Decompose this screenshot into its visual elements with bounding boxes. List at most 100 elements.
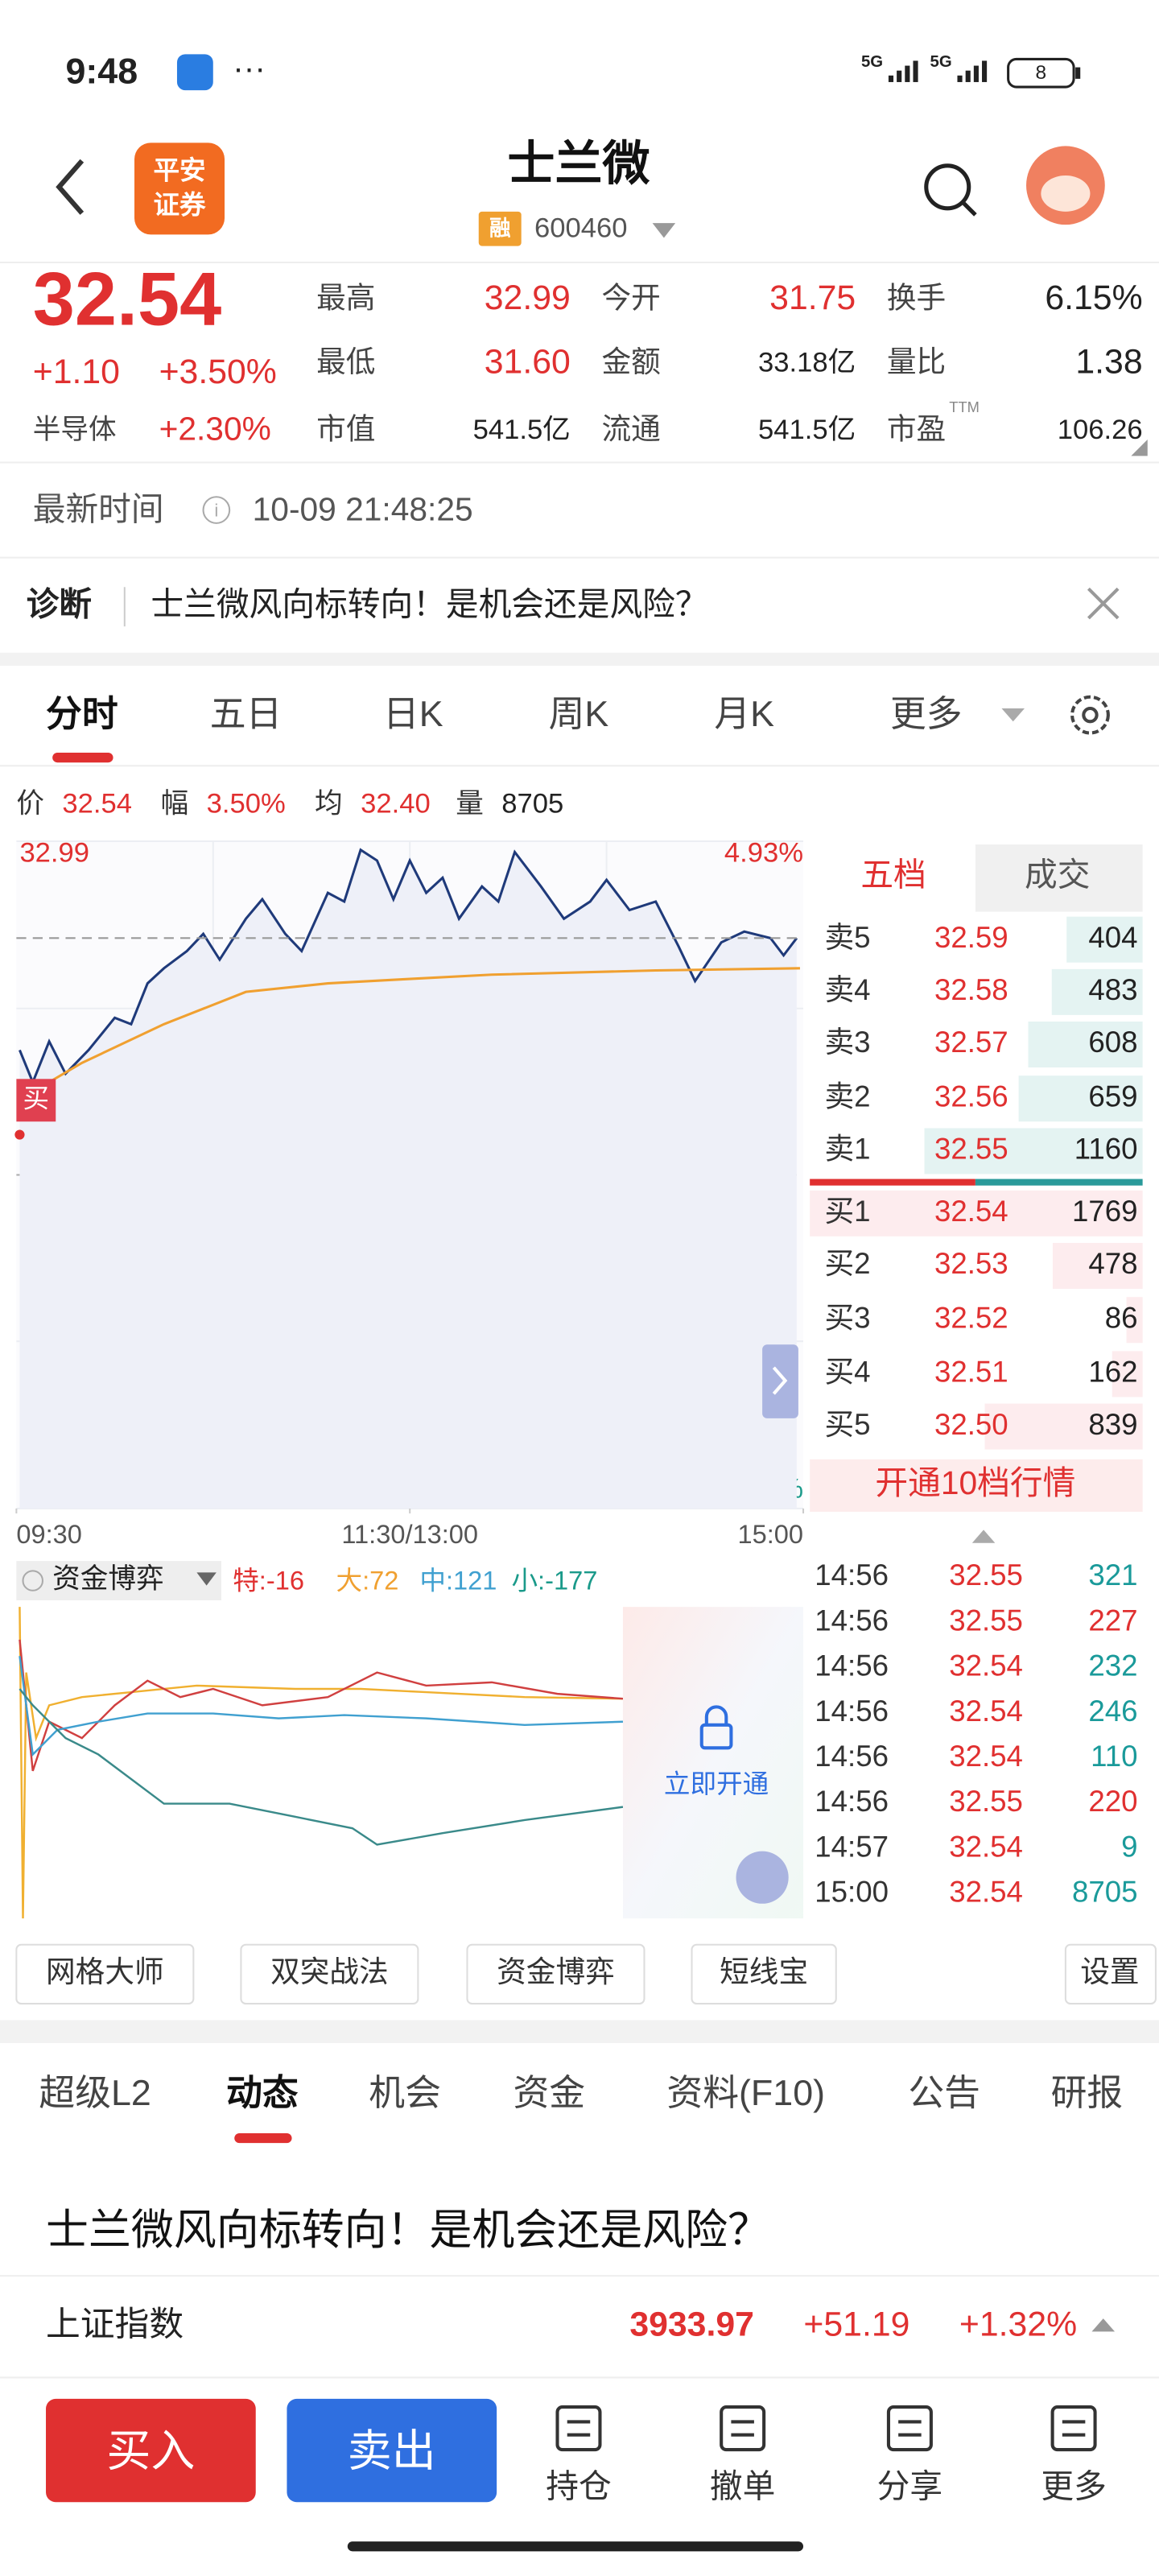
news-tab[interactable]: 机会 (369, 2073, 441, 2113)
news-tab[interactable]: 超级L2 (39, 2073, 151, 2113)
logo-text: 平安 (153, 156, 205, 185)
book-price: 32.55 (934, 1133, 1008, 1166)
book-volume: 483 (1088, 973, 1137, 1006)
price-area (19, 849, 797, 1509)
volume-bar (1051, 968, 1143, 1015)
volume-bar (984, 1403, 1143, 1450)
book-level: 买4 (824, 1356, 870, 1389)
trade-volume: 232 (1088, 1649, 1137, 1682)
status-time: 9:48 (65, 52, 138, 92)
news-tab[interactable]: 资金 (514, 2073, 586, 2113)
book-price: 32.50 (934, 1408, 1008, 1441)
close-button[interactable] (1087, 587, 1120, 620)
book-volume: 608 (1088, 1026, 1137, 1059)
stat-value: 32.99 (485, 279, 571, 317)
fund-item-value: -177 (545, 1566, 597, 1595)
action-label[interactable]: 撤单 (710, 2468, 775, 2505)
settings-gear-center (1082, 706, 1099, 724)
news-tab[interactable]: 研报 (1051, 2073, 1124, 2113)
info-label: 量 (456, 788, 484, 819)
article-title[interactable]: 士兰微风向标转向！是机会还是风险？ (46, 2207, 770, 2254)
action-label[interactable]: 持仓 (546, 2468, 611, 2505)
sector: 半导体 (33, 415, 117, 445)
chart-tab[interactable]: 五日 (210, 694, 283, 734)
info-value: 32.40 (361, 788, 431, 819)
logo-text: 证券 (153, 190, 206, 219)
action-label[interactable]: 分享 (877, 2468, 942, 2505)
info-value: 32.54 (62, 788, 132, 819)
stat-label: 市值 (316, 412, 375, 445)
signal-bar (897, 70, 902, 82)
stat-label: 最低 (316, 345, 375, 378)
tool-button[interactable] (691, 1943, 837, 2005)
tab-underline (52, 752, 113, 763)
stat-value: 541.5亿 (758, 415, 856, 445)
back-button[interactable] (56, 159, 85, 215)
book-price: 32.56 (934, 1080, 1008, 1113)
info-label: 幅 (161, 788, 189, 819)
upgrade-text: 开通10档行情 (875, 1464, 1075, 1501)
stat-label: 流通 (601, 412, 660, 445)
sector-change: +2.30% (159, 411, 271, 448)
book-tab (975, 844, 1143, 912)
tool-button[interactable] (466, 1943, 645, 2005)
chart-tab[interactable]: 日K (383, 694, 443, 734)
book-tab-label[interactable]: 五档 (860, 857, 926, 894)
trade-volume: 9 (1121, 1830, 1137, 1863)
stat-value: 31.60 (485, 343, 571, 382)
news-tab[interactable]: 公告 (908, 2073, 980, 2113)
action-icon-lines (1062, 2420, 1086, 2437)
signal-bar (982, 60, 988, 82)
trade-price: 32.54 (949, 1740, 1023, 1773)
sell-label: 卖出 (348, 2426, 436, 2476)
book-level: 买3 (824, 1301, 870, 1334)
tool-button[interactable] (240, 1943, 419, 2005)
buy-button[interactable] (46, 2398, 256, 2503)
chart-tab[interactable]: 更多 (890, 694, 963, 734)
sell-button[interactable] (287, 2398, 497, 2503)
index-name: 上证指数 (46, 2306, 184, 2344)
signal-bar (888, 75, 894, 82)
update-time: 10-09 21:48:25 (253, 490, 473, 527)
tool-button[interactable] (15, 1943, 195, 2005)
update-label: 最新时间 (33, 490, 164, 527)
action-icon-lines (731, 2420, 754, 2437)
news-tab[interactable]: 资料(F10) (666, 2073, 825, 2113)
price-change: +1.10 (33, 353, 120, 391)
volume-bar (924, 1128, 1143, 1174)
unlock-text[interactable]: 立即开通 (664, 1769, 769, 1798)
search-button[interactable] (924, 163, 971, 211)
network: 5G (861, 53, 883, 71)
stat-label: 市盈 (887, 412, 946, 445)
trade-price: 32.55 (949, 1785, 1023, 1818)
trade-price: 32.54 (949, 1695, 1023, 1728)
upgrade-button[interactable] (810, 1459, 1143, 1513)
action-label[interactable]: 更多 (1041, 2468, 1106, 2505)
price-change-pct: +3.50% (159, 353, 277, 391)
settings-button[interactable] (1064, 1943, 1157, 2005)
fullscreen-button[interactable] (736, 1851, 789, 1904)
chart-tab[interactable]: 月K (714, 694, 774, 734)
battery (1007, 57, 1075, 89)
volume-bar (1052, 1242, 1143, 1290)
stat-value: 6.15% (1045, 279, 1142, 317)
info-value: 3.50% (207, 788, 286, 819)
book-level: 卖2 (824, 1080, 870, 1113)
book-tab (810, 844, 975, 912)
fund-flow-lines (19, 1607, 624, 1919)
fund-item: 特:-16 (233, 1566, 304, 1595)
info-icon-i: i (214, 501, 218, 521)
trade-price: 32.54 (949, 1830, 1023, 1863)
stat-label: 金额 (601, 345, 660, 378)
book-volume: 839 (1088, 1408, 1137, 1441)
trade-volume: 220 (1088, 1785, 1137, 1818)
action-icon (720, 2405, 766, 2452)
chart-tab[interactable]: 分时 (46, 694, 118, 734)
book-tab-label[interactable]: 成交 (1025, 857, 1090, 894)
trade-price: 32.55 (949, 1604, 1023, 1637)
chart-tab[interactable]: 周K (549, 694, 609, 734)
settings-gear[interactable] (1070, 695, 1110, 735)
expand-side[interactable] (762, 1344, 798, 1418)
news-tab[interactable]: 动态 (226, 2073, 299, 2113)
